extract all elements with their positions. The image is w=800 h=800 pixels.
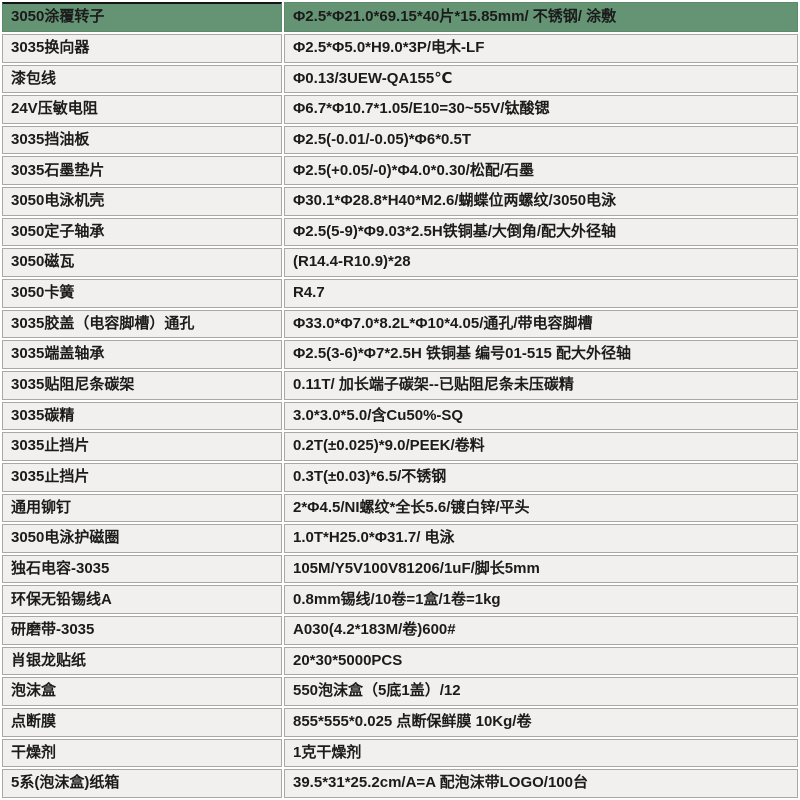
part-spec-cell[interactable]: Φ6.7*Φ10.7*1.05/E10=30~55V/钛酸锶 [284, 95, 798, 124]
part-spec-cell[interactable]: Φ2.5*Φ21.0*69.15*40片*15.85mm/ 不锈钢/ 涂敷 [284, 2, 798, 32]
table-row[interactable]: 3050定子轴承 Φ2.5(5-9)*Φ9.03*2.5H铁铜基/大倒角/配大外… [2, 217, 798, 247]
part-spec-cell[interactable]: 39.5*31*25.2cm/A=A 配泡沫带LOGO/100台 [284, 769, 798, 798]
part-name-cell[interactable]: 3035胶盖（电容脚槽）通孔 [2, 309, 282, 339]
part-spec-cell[interactable]: 3.0*3.0*5.0/含Cu50%-SQ [284, 401, 798, 431]
part-name-cell[interactable]: 泡沫盒 [2, 677, 282, 706]
part-spec-cell[interactable]: 0.2T(±0.025)*9.0/PEEK/卷料 [284, 432, 798, 461]
part-name-cell[interactable]: 3050卡簧 [2, 279, 282, 308]
part-name-cell[interactable]: 研磨带-3035 [2, 616, 282, 645]
part-name-cell[interactable]: 5系(泡沫盒)纸箱 [2, 769, 282, 798]
part-spec-cell[interactable]: Φ2.5*Φ5.0*H9.0*3P/电木-LF [284, 33, 798, 63]
part-name-cell[interactable]: 干燥剂 [2, 738, 282, 768]
part-name-cell[interactable]: 3035挡油板 [2, 125, 282, 155]
part-spec-cell[interactable]: 0.11T/ 加长端子碳架--已贴阻尼条未压碳精 [284, 370, 798, 400]
part-spec-cell[interactable]: A030(4.2*183M/卷)600# [284, 616, 798, 645]
part-name-cell[interactable]: 独石电容-3035 [2, 554, 282, 584]
part-name-cell[interactable]: 通用铆钉 [2, 493, 282, 523]
part-spec-cell[interactable]: 1克干燥剂 [284, 738, 798, 768]
part-name-cell[interactable]: 点断膜 [2, 708, 282, 737]
table-row[interactable]: 3050电泳机壳 Φ30.1*Φ28.8*H40*M2.6/蝴蝶位两螺纹/305… [2, 187, 798, 216]
part-spec-cell[interactable]: 855*555*0.025 点断保鲜膜 10Kg/卷 [284, 708, 798, 737]
part-spec-cell[interactable]: Φ2.5(+0.05/-0)*Φ4.0*0.30/松配/石墨 [284, 156, 798, 186]
table-row[interactable]: 3050卡簧 R4.7 [2, 279, 798, 308]
part-spec-cell[interactable]: Φ2.5(3-6)*Φ7*2.5H 铁铜基 编号01-515 配大外径轴 [284, 340, 798, 369]
table-row[interactable]: 3050磁瓦 (R14.4-R10.9)*28 [2, 248, 798, 278]
table-row[interactable]: 24V压敏电阻 Φ6.7*Φ10.7*1.05/E10=30~55V/钛酸锶 [2, 95, 798, 124]
part-spec-cell[interactable]: 0.8mm锡线/10卷=1盒/1卷=1kg [284, 585, 798, 615]
part-name-cell[interactable]: 3050电泳机壳 [2, 187, 282, 216]
part-name-cell[interactable]: 肖银龙贴纸 [2, 646, 282, 676]
table-row[interactable]: 3035石墨垫片 Φ2.5(+0.05/-0)*Φ4.0*0.30/松配/石墨 [2, 156, 798, 186]
part-spec-cell[interactable]: Φ2.5(5-9)*Φ9.03*2.5H铁铜基/大倒角/配大外径轴 [284, 217, 798, 247]
table-row[interactable]: 3050涂覆转子 Φ2.5*Φ21.0*69.15*40片*15.85mm/ 不… [2, 2, 798, 32]
table-row[interactable]: 3035胶盖（电容脚槽）通孔 Φ33.0*Φ7.0*8.2L*Φ10*4.05/… [2, 309, 798, 339]
part-spec-cell[interactable]: Φ30.1*Φ28.8*H40*M2.6/蝴蝶位两螺纹/3050电泳 [284, 187, 798, 216]
part-spec-cell[interactable]: Φ0.13/3UEW-QA155℃ [284, 64, 798, 94]
part-name-cell[interactable]: 3035石墨垫片 [2, 156, 282, 186]
part-name-cell[interactable]: 3050磁瓦 [2, 248, 282, 278]
table-row[interactable]: 5系(泡沫盒)纸箱 39.5*31*25.2cm/A=A 配泡沫带LOGO/10… [2, 769, 798, 798]
table-row[interactable]: 点断膜 855*555*0.025 点断保鲜膜 10Kg/卷 [2, 708, 798, 737]
part-name-cell[interactable]: 3035贴阻尼条碳架 [2, 370, 282, 400]
part-name-cell[interactable]: 24V压敏电阻 [2, 95, 282, 124]
table-row[interactable]: 研磨带-3035 A030(4.2*183M/卷)600# [2, 616, 798, 645]
part-spec-cell[interactable]: 0.3T(±0.03)*6.5/不锈钢 [284, 462, 798, 492]
table-row[interactable]: 3035换向器 Φ2.5*Φ5.0*H9.0*3P/电木-LF [2, 33, 798, 63]
part-name-cell[interactable]: 3050定子轴承 [2, 217, 282, 247]
table-row[interactable]: 3035止挡片 0.2T(±0.025)*9.0/PEEK/卷料 [2, 432, 798, 461]
table-row[interactable]: 漆包线 Φ0.13/3UEW-QA155℃ [2, 64, 798, 94]
part-spec-cell[interactable]: R4.7 [284, 279, 798, 308]
table-row[interactable]: 3050电泳护磁圈 1.0T*H25.0*Φ31.7/ 电泳 [2, 524, 798, 553]
table-row[interactable]: 泡沫盒 550泡沫盒（5底1盖）/12 [2, 677, 798, 706]
table-row[interactable]: 环保无铅锡线A 0.8mm锡线/10卷=1盒/1卷=1kg [2, 585, 798, 615]
table-row[interactable]: 3035止挡片 0.3T(±0.03)*6.5/不锈钢 [2, 462, 798, 492]
part-name-cell[interactable]: 3035碳精 [2, 401, 282, 431]
part-name-cell[interactable]: 3050涂覆转子 [2, 2, 282, 32]
part-name-cell[interactable]: 3035止挡片 [2, 432, 282, 461]
part-name-cell[interactable]: 3035换向器 [2, 33, 282, 63]
part-spec-cell[interactable]: 2*Φ4.5/NI螺纹*全长5.6/镀白锌/平头 [284, 493, 798, 523]
part-spec-cell[interactable]: 20*30*5000PCS [284, 646, 798, 676]
table-row[interactable]: 3035端盖轴承 Φ2.5(3-6)*Φ7*2.5H 铁铜基 编号01-515 … [2, 340, 798, 369]
part-name-cell[interactable]: 3050电泳护磁圈 [2, 524, 282, 553]
table-row[interactable]: 3035碳精 3.0*3.0*5.0/含Cu50%-SQ [2, 401, 798, 431]
part-spec-cell[interactable]: Φ2.5(-0.01/-0.05)*Φ6*0.5T [284, 125, 798, 155]
table-row[interactable]: 3035挡油板 Φ2.5(-0.01/-0.05)*Φ6*0.5T [2, 125, 798, 155]
table-row[interactable]: 通用铆钉 2*Φ4.5/NI螺纹*全长5.6/镀白锌/平头 [2, 493, 798, 523]
table-row[interactable]: 肖银龙贴纸 20*30*5000PCS [2, 646, 798, 676]
part-spec-cell[interactable]: (R14.4-R10.9)*28 [284, 248, 798, 278]
part-name-cell[interactable]: 3035止挡片 [2, 462, 282, 492]
table-row[interactable]: 独石电容-3035 105M/Y5V100V81206/1uF/脚长5mm [2, 554, 798, 584]
part-spec-cell[interactable]: 105M/Y5V100V81206/1uF/脚长5mm [284, 554, 798, 584]
part-spec-cell[interactable]: Φ33.0*Φ7.0*8.2L*Φ10*4.05/通孔/带电容脚槽 [284, 309, 798, 339]
table-row[interactable]: 3035贴阻尼条碳架 0.11T/ 加长端子碳架--已贴阻尼条未压碳精 [2, 370, 798, 400]
part-spec-cell[interactable]: 1.0T*H25.0*Φ31.7/ 电泳 [284, 524, 798, 553]
part-name-cell[interactable]: 漆包线 [2, 64, 282, 94]
part-name-cell[interactable]: 3035端盖轴承 [2, 340, 282, 369]
part-spec-cell[interactable]: 550泡沫盒（5底1盖）/12 [284, 677, 798, 706]
table-row[interactable]: 干燥剂 1克干燥剂 [2, 738, 798, 768]
part-name-cell[interactable]: 环保无铅锡线A [2, 585, 282, 615]
